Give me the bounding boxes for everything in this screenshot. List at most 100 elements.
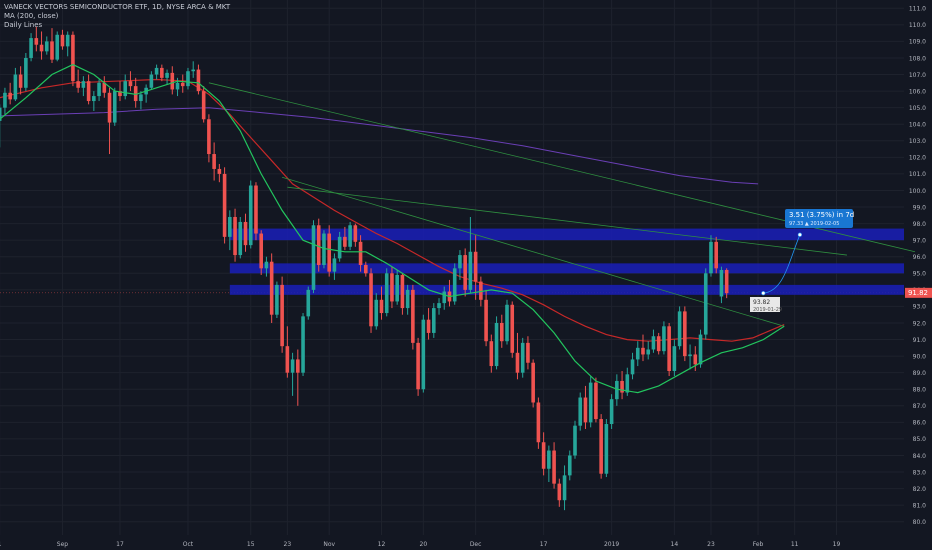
price-tick-label: 95.0 — [913, 271, 927, 278]
candle-body — [552, 450, 556, 484]
candle-body — [442, 291, 447, 304]
time-tick-label: 12 — [378, 541, 386, 548]
candle-body — [332, 258, 337, 272]
candle-body — [337, 236, 342, 259]
candle-body — [24, 57, 28, 88]
candle-body — [656, 336, 661, 352]
candle-body — [201, 91, 206, 120]
candle-body — [180, 82, 185, 87]
candle-body — [573, 425, 577, 456]
projection-label-box[interactable]: 3.51 (3.75%) in 7d 97.33 ▲ 2019-02-05 — [785, 209, 854, 228]
price-tick-label: 80.0 — [913, 519, 927, 526]
time-tick-label: Sep — [57, 541, 69, 548]
price-tick-label: 84.0 — [913, 453, 927, 460]
price-tick-label: 85.0 — [913, 436, 927, 443]
price-tick-label: 109.0 — [909, 39, 926, 46]
price-tick-label: 89.0 — [913, 370, 927, 377]
ma200-path — [0, 107, 759, 185]
time-tick-label: 23 — [707, 541, 715, 548]
candle-body — [8, 92, 12, 100]
candle-body — [348, 225, 352, 247]
candle-body — [29, 38, 33, 58]
grid-lines — [0, 0, 904, 535]
candle-body — [196, 69, 201, 92]
candle-body — [646, 349, 651, 355]
projection-start-price: 93.82 — [753, 299, 770, 306]
candles — [0, 26, 729, 511]
candle-body — [369, 273, 373, 327]
price-tick-label: 101.0 — [909, 171, 926, 178]
candle-body — [102, 82, 107, 93]
candle-body — [149, 74, 154, 88]
ma20-line — [0, 63, 785, 394]
price-tick-label: 86.0 — [913, 420, 927, 427]
candle-body — [578, 397, 583, 426]
candle-body — [3, 92, 7, 108]
price-tick-label: 92.0 — [913, 320, 927, 327]
price-tick-label: 105.0 — [909, 105, 926, 112]
candle-body — [322, 233, 326, 266]
candle-body — [662, 326, 666, 352]
price-tick-label: 87.0 — [913, 403, 927, 410]
candle-body — [651, 336, 656, 350]
candle-body — [71, 34, 75, 82]
price-tick-label: 104.0 — [909, 122, 926, 129]
candle-body — [536, 402, 541, 443]
candle-body — [703, 273, 708, 335]
candle-body — [635, 347, 640, 360]
candle-body — [615, 380, 619, 400]
candle-body — [604, 424, 609, 474]
candle-body — [222, 173, 227, 237]
candle-body — [484, 299, 488, 342]
time-tick-label: 1 — [0, 541, 2, 548]
candle-body — [123, 81, 128, 97]
candle-body — [698, 334, 703, 365]
candle-body — [416, 342, 420, 390]
time-tick-label: 17 — [540, 541, 548, 548]
support-resistance-zones — [229, 228, 904, 295]
price-tick-label: 111.0 — [909, 6, 926, 13]
candle-body — [290, 359, 295, 373]
candle-body — [458, 255, 462, 269]
trend-line — [282, 176, 785, 327]
candle-body — [358, 241, 363, 266]
candle-body — [0, 107, 2, 121]
candle-body — [65, 34, 70, 47]
candle-body — [228, 216, 232, 237]
time-tick-label: Dec — [470, 541, 482, 548]
projection-tool[interactable] — [761, 232, 802, 296]
candle-body — [588, 382, 593, 423]
candle-body — [92, 96, 96, 102]
price-tick-label: 91.0 — [913, 337, 927, 344]
candle-body — [489, 341, 494, 367]
candle-body — [526, 342, 530, 363]
candle-body — [683, 311, 687, 357]
candle-body — [384, 273, 389, 314]
ma-indicator-label: MA (200, close) — [4, 12, 59, 20]
candle-body — [133, 86, 138, 102]
candle-body — [405, 289, 410, 309]
candle-body — [630, 359, 635, 375]
candle-body — [494, 322, 499, 367]
candle-body — [473, 251, 478, 282]
candle-body — [714, 241, 719, 269]
candle-body — [18, 74, 23, 88]
candle-body — [107, 92, 112, 123]
candle-body — [238, 221, 243, 256]
candle-body — [327, 233, 331, 272]
candle-body — [437, 303, 441, 309]
time-tick-label: 15 — [247, 541, 255, 548]
candle-body — [50, 41, 54, 60]
candle-body — [55, 34, 60, 60]
trend-line — [287, 186, 848, 256]
time-tick-label: Feb — [753, 541, 764, 548]
candle-body — [609, 399, 614, 425]
candle-body — [296, 359, 300, 373]
projection-curve — [763, 234, 801, 294]
candle-body — [76, 81, 80, 88]
price-tick-label: 108.0 — [909, 55, 926, 62]
time-tick-label: Nov — [323, 541, 335, 548]
candle-body — [60, 34, 65, 47]
time-axis[interactable]: 1 Sep 17 Oct 15 23 Nov 12 20 Dec 17 2019 14 23 Feb 11 19 — [0, 541, 840, 548]
